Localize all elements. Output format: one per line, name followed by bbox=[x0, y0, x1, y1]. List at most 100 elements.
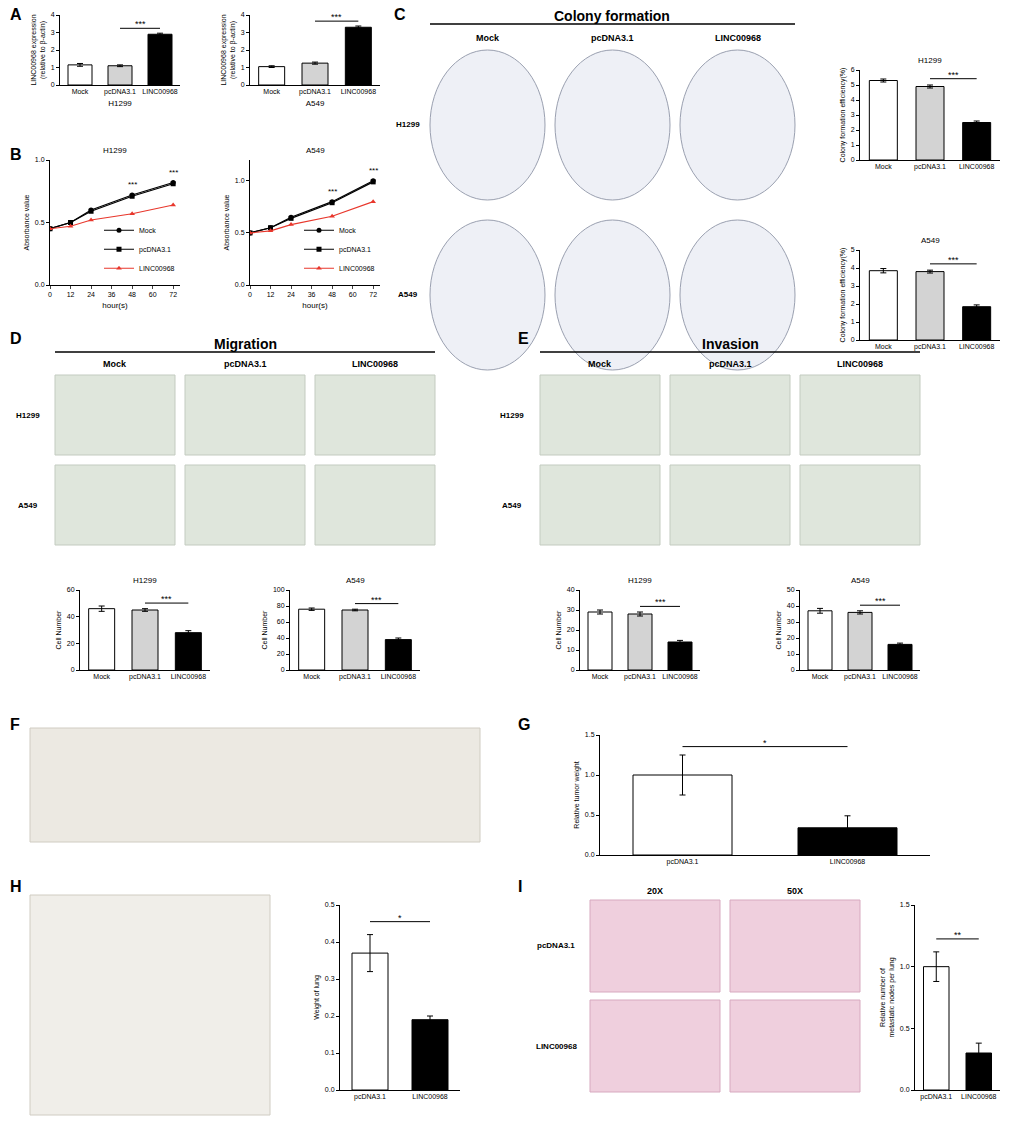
svg-text:pcDNA3.1: pcDNA3.1 bbox=[667, 858, 699, 866]
svg-text:pcDNA3.1: pcDNA3.1 bbox=[339, 246, 371, 254]
svg-text:pcDNA3.1: pcDNA3.1 bbox=[914, 343, 946, 351]
svg-text:H1299: H1299 bbox=[16, 411, 40, 420]
svg-text:5: 5 bbox=[851, 81, 855, 88]
svg-text:LINC00968 expression(relative: LINC00968 expression(relative to β-actin… bbox=[220, 14, 237, 85]
svg-text:1: 1 bbox=[851, 318, 855, 325]
svg-text:Mock: Mock bbox=[588, 359, 612, 369]
svg-text:hour(s): hour(s) bbox=[302, 301, 328, 310]
svg-text:0.0: 0.0 bbox=[35, 281, 45, 288]
svg-text:Mock: Mock bbox=[263, 88, 280, 95]
svg-text:Mock: Mock bbox=[339, 227, 356, 234]
svg-text:50X: 50X bbox=[787, 886, 803, 896]
svg-text:Mock: Mock bbox=[592, 673, 609, 680]
svg-text:***: *** bbox=[948, 70, 959, 80]
svg-text:0: 0 bbox=[48, 291, 52, 298]
svg-text:Mock: Mock bbox=[139, 227, 156, 234]
svg-text:1.0: 1.0 bbox=[35, 156, 45, 163]
svg-text:E: E bbox=[518, 330, 529, 347]
svg-text:4: 4 bbox=[51, 11, 55, 18]
svg-text:4: 4 bbox=[851, 264, 855, 271]
svg-text:12: 12 bbox=[267, 291, 275, 298]
svg-text:2: 2 bbox=[851, 126, 855, 133]
svg-text:H: H bbox=[10, 878, 22, 895]
svg-text:5: 5 bbox=[851, 246, 855, 253]
svg-text:Cell Number: Cell Number bbox=[775, 610, 782, 650]
svg-text:48: 48 bbox=[328, 291, 336, 298]
svg-text:50: 50 bbox=[787, 586, 795, 593]
svg-text:10: 10 bbox=[567, 646, 575, 653]
svg-text:20: 20 bbox=[277, 650, 285, 657]
svg-text:pcDNA3.1: pcDNA3.1 bbox=[139, 246, 171, 254]
svg-text:0: 0 bbox=[851, 156, 855, 163]
svg-text:3: 3 bbox=[851, 111, 855, 118]
svg-text:24: 24 bbox=[87, 291, 95, 298]
svg-text:72: 72 bbox=[369, 291, 377, 298]
svg-text:24: 24 bbox=[287, 291, 295, 298]
svg-text:pcDNA3.1: pcDNA3.1 bbox=[537, 941, 575, 950]
svg-text:I: I bbox=[518, 878, 522, 895]
svg-text:Relative number ofmetastatic n: Relative number ofmetastatic nodes per l… bbox=[879, 957, 896, 1037]
svg-text:Weight of lung: Weight of lung bbox=[313, 975, 321, 1020]
svg-text:A549: A549 bbox=[346, 576, 365, 585]
svg-text:0: 0 bbox=[51, 81, 55, 88]
svg-text:Absorbance value: Absorbance value bbox=[223, 194, 230, 250]
svg-text:H1299: H1299 bbox=[396, 120, 420, 129]
svg-text:A549: A549 bbox=[18, 501, 38, 510]
svg-text:pcDNA3.1: pcDNA3.1 bbox=[624, 673, 656, 681]
svg-text:B: B bbox=[10, 146, 22, 163]
svg-text:0.5: 0.5 bbox=[900, 1025, 910, 1032]
svg-text:Mock: Mock bbox=[303, 673, 320, 680]
svg-text:Absorbance value: Absorbance value bbox=[23, 194, 30, 250]
svg-text:***: *** bbox=[369, 166, 378, 175]
svg-text:pcDNA3.1: pcDNA3.1 bbox=[591, 33, 634, 43]
svg-text:pcDNA3.1: pcDNA3.1 bbox=[920, 1093, 952, 1101]
svg-text:Mock: Mock bbox=[476, 33, 500, 43]
svg-text:60: 60 bbox=[349, 291, 357, 298]
svg-text:0.0: 0.0 bbox=[585, 851, 595, 858]
svg-text:Cell Number: Cell Number bbox=[261, 610, 268, 650]
svg-text:A549: A549 bbox=[306, 146, 325, 155]
svg-text:3: 3 bbox=[851, 282, 855, 289]
svg-text:40: 40 bbox=[277, 634, 285, 641]
svg-text:60: 60 bbox=[277, 618, 285, 625]
svg-text:0.5: 0.5 bbox=[35, 219, 45, 226]
svg-text:Migration: Migration bbox=[214, 336, 277, 352]
svg-text:LINC00968: LINC00968 bbox=[830, 858, 866, 865]
svg-text:Colony formation efficiency(%): Colony formation efficiency(%) bbox=[839, 248, 847, 343]
svg-text:LINC00968: LINC00968 bbox=[412, 1093, 448, 1100]
svg-text:0: 0 bbox=[791, 666, 795, 673]
svg-text:hour(s): hour(s) bbox=[102, 301, 128, 310]
svg-text:0: 0 bbox=[281, 666, 285, 673]
svg-text:1.0: 1.0 bbox=[235, 177, 245, 184]
svg-text:6: 6 bbox=[851, 66, 855, 73]
svg-text:***: *** bbox=[161, 594, 172, 604]
svg-text:LINC00968: LINC00968 bbox=[837, 359, 883, 369]
svg-text:20: 20 bbox=[787, 634, 795, 641]
svg-text:40: 40 bbox=[787, 602, 795, 609]
svg-text:0.5: 0.5 bbox=[325, 901, 335, 908]
svg-text:Mock: Mock bbox=[875, 163, 892, 170]
svg-text:60: 60 bbox=[149, 291, 157, 298]
svg-text:***: *** bbox=[948, 255, 959, 265]
svg-text:4: 4 bbox=[241, 11, 245, 18]
svg-text:pcDNA3.1: pcDNA3.1 bbox=[299, 88, 331, 96]
svg-text:LINC00968 expression(relative: LINC00968 expression(relative to β-actin… bbox=[30, 14, 47, 85]
svg-text:0: 0 bbox=[571, 666, 575, 673]
svg-text:LINC00968: LINC00968 bbox=[715, 33, 761, 43]
svg-text:A: A bbox=[10, 6, 22, 23]
svg-text:A549: A549 bbox=[851, 576, 870, 585]
svg-text:1.0: 1.0 bbox=[900, 963, 910, 970]
svg-text:20: 20 bbox=[67, 640, 75, 647]
svg-text:36: 36 bbox=[308, 291, 316, 298]
svg-text:1.5: 1.5 bbox=[585, 731, 595, 738]
svg-text:A549: A549 bbox=[306, 99, 325, 108]
svg-text:Cell Number: Cell Number bbox=[555, 610, 562, 650]
svg-text:D: D bbox=[10, 330, 22, 347]
svg-text:***: *** bbox=[371, 595, 382, 605]
svg-text:LINC00968: LINC00968 bbox=[339, 265, 375, 272]
svg-text:72: 72 bbox=[169, 291, 177, 298]
svg-text:pcDNA3.1: pcDNA3.1 bbox=[224, 359, 267, 369]
svg-text:Relative tumor weight: Relative tumor weight bbox=[573, 761, 581, 828]
svg-text:4: 4 bbox=[851, 96, 855, 103]
svg-text:0: 0 bbox=[851, 336, 855, 343]
